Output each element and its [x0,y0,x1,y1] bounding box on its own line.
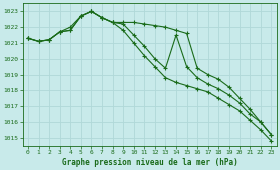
X-axis label: Graphe pression niveau de la mer (hPa): Graphe pression niveau de la mer (hPa) [62,158,237,167]
